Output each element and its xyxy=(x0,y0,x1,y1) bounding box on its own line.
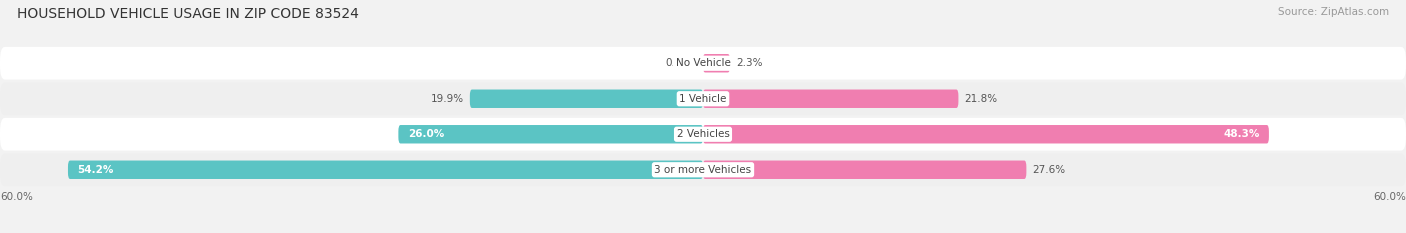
Text: HOUSEHOLD VEHICLE USAGE IN ZIP CODE 83524: HOUSEHOLD VEHICLE USAGE IN ZIP CODE 8352… xyxy=(17,7,359,21)
Text: No Vehicle: No Vehicle xyxy=(675,58,731,68)
Text: 2.3%: 2.3% xyxy=(735,58,762,68)
FancyBboxPatch shape xyxy=(398,125,703,144)
Text: 54.2%: 54.2% xyxy=(77,165,114,175)
Text: 60.0%: 60.0% xyxy=(0,192,32,202)
FancyBboxPatch shape xyxy=(703,161,1026,179)
FancyBboxPatch shape xyxy=(0,153,1406,186)
Text: 1 Vehicle: 1 Vehicle xyxy=(679,94,727,104)
Text: 21.8%: 21.8% xyxy=(965,94,997,104)
Text: 26.0%: 26.0% xyxy=(408,129,444,139)
FancyBboxPatch shape xyxy=(0,118,1406,151)
Text: 48.3%: 48.3% xyxy=(1223,129,1260,139)
Text: 19.9%: 19.9% xyxy=(430,94,464,104)
FancyBboxPatch shape xyxy=(703,89,959,108)
FancyBboxPatch shape xyxy=(703,54,730,72)
Text: Source: ZipAtlas.com: Source: ZipAtlas.com xyxy=(1278,7,1389,17)
Text: 3 or more Vehicles: 3 or more Vehicles xyxy=(654,165,752,175)
FancyBboxPatch shape xyxy=(0,82,1406,115)
FancyBboxPatch shape xyxy=(470,89,703,108)
Text: 0.0%: 0.0% xyxy=(665,58,692,68)
FancyBboxPatch shape xyxy=(0,47,1406,80)
FancyBboxPatch shape xyxy=(703,125,1268,144)
Text: 27.6%: 27.6% xyxy=(1032,165,1066,175)
Text: 60.0%: 60.0% xyxy=(1374,192,1406,202)
Text: 2 Vehicles: 2 Vehicles xyxy=(676,129,730,139)
FancyBboxPatch shape xyxy=(67,161,703,179)
